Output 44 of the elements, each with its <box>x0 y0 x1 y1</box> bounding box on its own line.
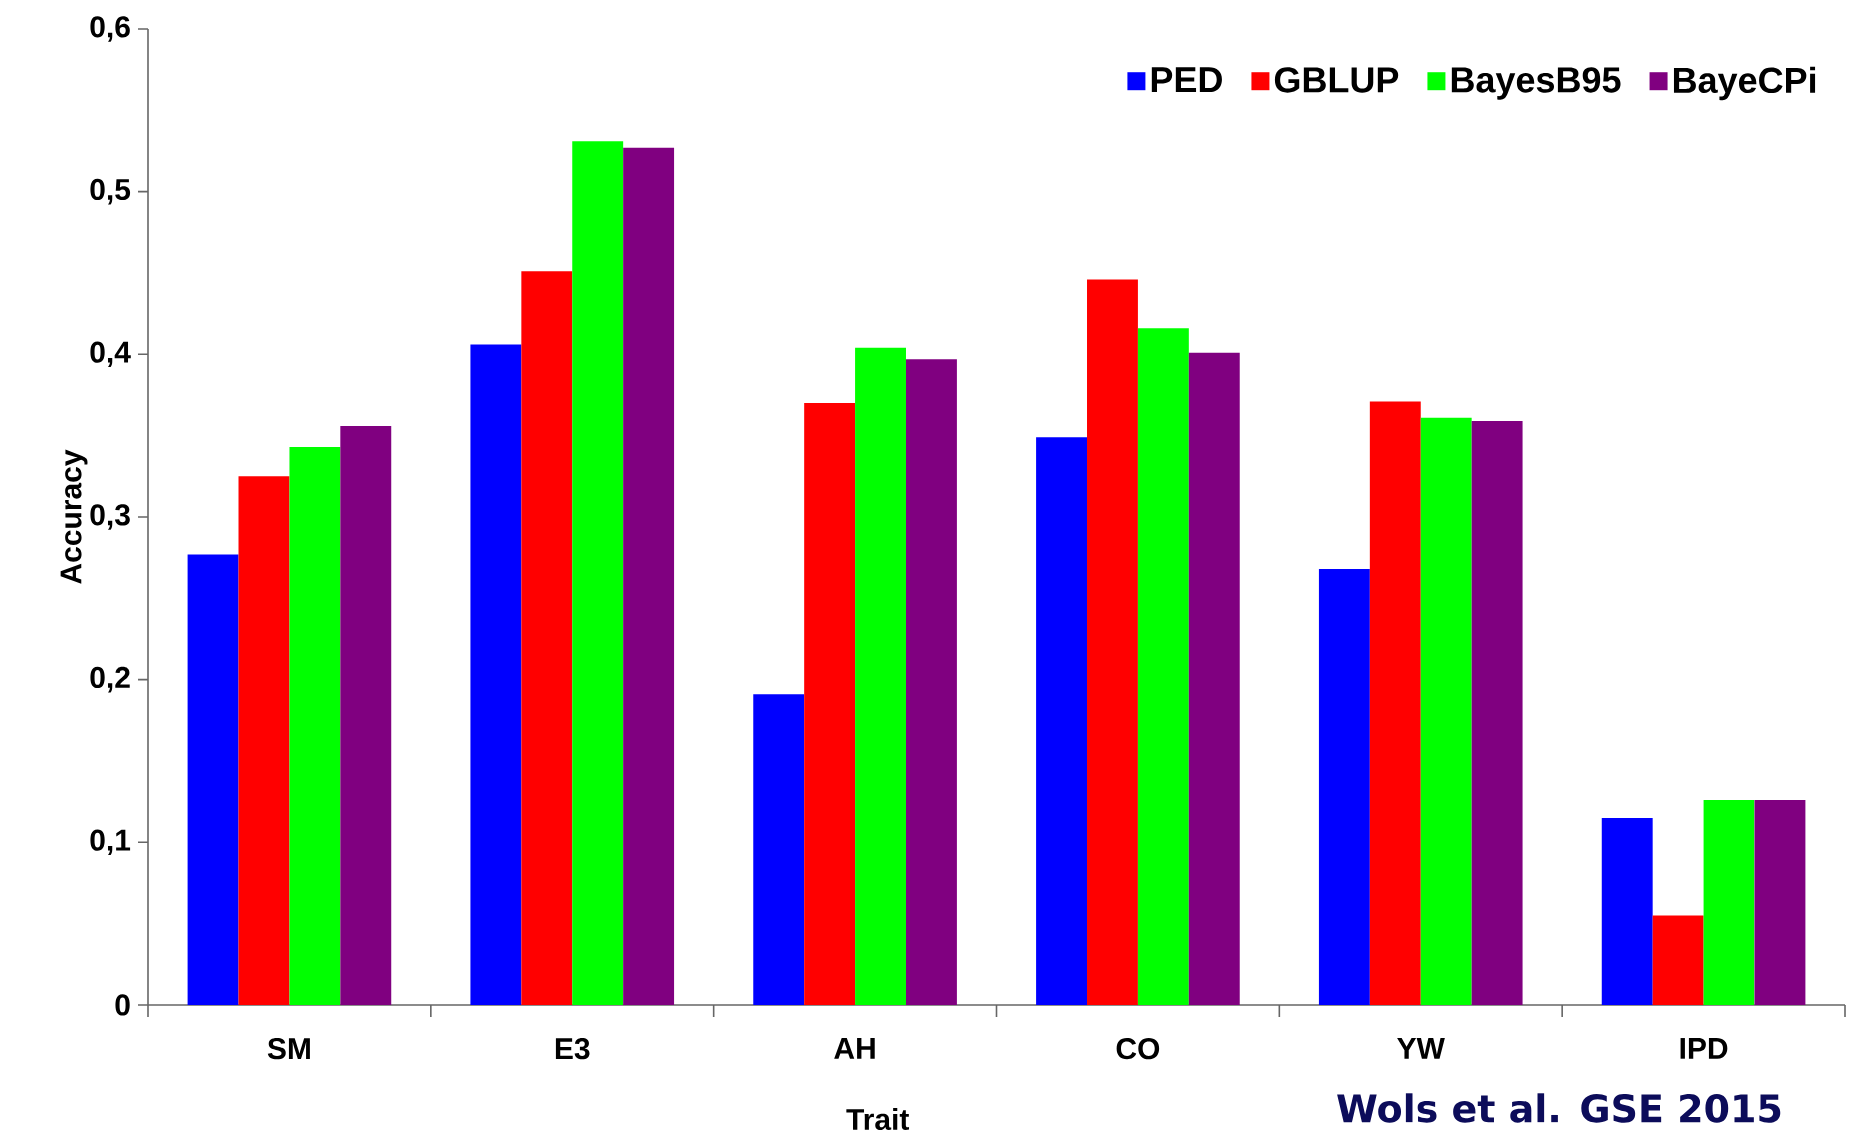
bar <box>1087 279 1138 1005</box>
bar <box>521 271 573 1005</box>
y-tick-label: 0,6 <box>90 16 130 42</box>
y-axis-title: Accuracy <box>60 449 88 584</box>
bar <box>1652 915 1704 1005</box>
bar <box>1188 352 1240 1005</box>
bar <box>1369 401 1421 1005</box>
text: Wols et al. GSE 2015 <box>1337 1093 1781 1123</box>
bar <box>1703 800 1755 1005</box>
legend-label: PED <box>1151 67 1222 93</box>
y-tick-label: 0,5 <box>90 178 131 205</box>
x-tick-label: IPD <box>1680 1038 1728 1059</box>
x-tick-label: CO <box>1116 1038 1160 1060</box>
bar <box>1601 817 1653 1005</box>
bar <box>340 425 392 1005</box>
legend-label: BayeCPi <box>1673 66 1816 101</box>
y-tick-label: 0,2 <box>90 666 130 693</box>
bar <box>238 476 290 1005</box>
bar <box>1754 800 1806 1005</box>
legend-label: BayesB95 <box>1451 67 1621 100</box>
bar <box>470 344 522 1005</box>
bar <box>804 403 856 1005</box>
bar <box>1420 417 1472 1005</box>
bar <box>855 347 906 1005</box>
y-tick-label: 0 <box>115 994 130 1016</box>
x-tick-label: AH <box>834 1038 875 1059</box>
y-tick-label: 0,4 <box>90 341 131 368</box>
bar <box>572 141 624 1005</box>
bar <box>623 147 675 1005</box>
x-tick-label: E3 <box>555 1038 590 1060</box>
y-tick-label: 0,1 <box>90 829 131 856</box>
x-axis-title: Trait <box>846 1108 910 1131</box>
bar <box>1471 421 1523 1005</box>
bar <box>1137 328 1189 1005</box>
bar <box>753 694 805 1005</box>
bar <box>187 554 239 1005</box>
bar <box>1318 569 1370 1005</box>
bar <box>289 447 341 1005</box>
bar <box>1036 437 1088 1005</box>
x-tick-label: YW <box>1397 1038 1445 1059</box>
bar <box>905 359 957 1005</box>
y-tick-label: 0,3 <box>90 504 130 530</box>
x-tick-label: SM <box>267 1038 310 1060</box>
legend-label: GBLUP <box>1274 67 1399 93</box>
